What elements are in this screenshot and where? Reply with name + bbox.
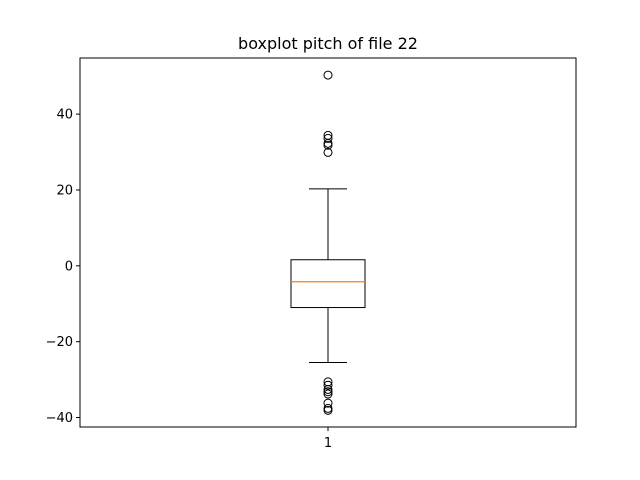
outlier-point [323,147,333,157]
chart-title: boxplot pitch of file 22 [238,34,418,53]
y-tick-label: −20 [46,335,73,350]
outlier-point [323,138,333,148]
outlier-point [323,380,333,390]
outlier-point [323,140,333,150]
outlier-point [323,398,333,408]
y-tick-label: 0 [65,259,73,274]
outlier-point [323,133,333,143]
outlier-point [323,387,333,397]
outlier-point [323,405,333,415]
y-tick-label: 20 [56,183,73,198]
outlier-point [323,70,333,80]
x-tick-label: 1 [324,436,332,451]
outlier-point [323,389,333,399]
iqr-box [290,259,366,309]
y-tick-label: 40 [56,108,73,123]
y-tick-label: −40 [46,411,73,426]
outlier-point [323,403,333,413]
outlier-point [323,384,333,394]
